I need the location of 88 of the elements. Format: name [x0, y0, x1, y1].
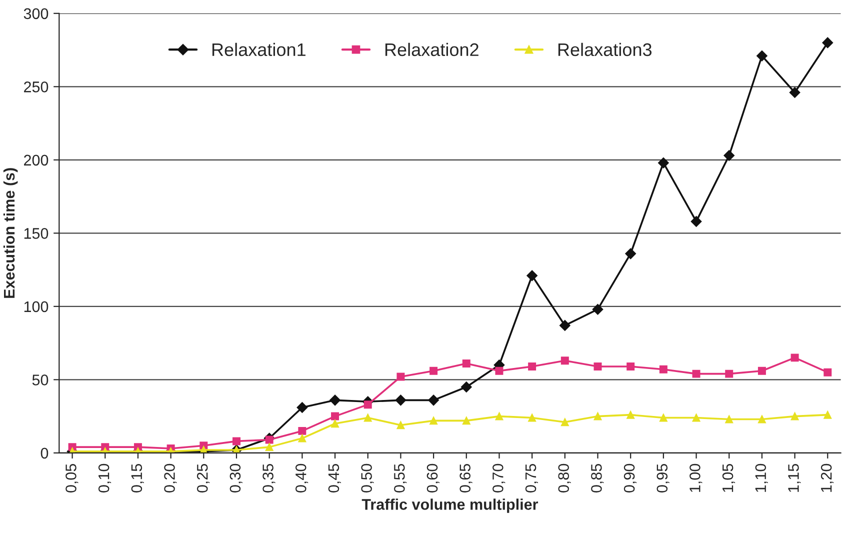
x-tick-label: 0,75	[525, 464, 538, 492]
point	[296, 402, 308, 413]
point	[592, 304, 604, 315]
point	[725, 370, 734, 378]
x-tick-label: 0,90	[624, 464, 636, 492]
x-tick-label: 0,05	[66, 464, 78, 492]
point	[824, 410, 832, 419]
point	[430, 366, 438, 375]
point	[462, 416, 470, 425]
x-tick-label: 0,60	[426, 464, 440, 492]
point	[594, 362, 602, 370]
x-tick-label: 0,95	[656, 464, 670, 492]
point	[364, 414, 372, 422]
x-tick-label: 1,00	[690, 464, 702, 492]
point	[526, 270, 538, 282]
point	[298, 434, 306, 442]
x-tick-label: 0,55	[394, 464, 407, 492]
x-tick-label: 0,50	[361, 464, 374, 492]
point	[331, 412, 340, 420]
point	[725, 415, 734, 424]
point	[495, 412, 504, 420]
point	[364, 400, 372, 409]
point	[758, 415, 766, 424]
point	[298, 426, 306, 435]
x-tick-label: 0,25	[196, 464, 210, 492]
x-tick-label: 1,20	[820, 464, 834, 492]
y-tick-label: 200	[24, 154, 48, 166]
point	[724, 150, 735, 161]
x-tick-label: 0,10	[98, 464, 112, 492]
x-tick-label: 0,85	[591, 464, 604, 492]
point	[790, 354, 799, 362]
x-tick-label: 0,65	[460, 464, 472, 492]
y-axis-title: Execution time (s)	[3, 168, 18, 298]
point	[331, 420, 340, 428]
point	[495, 366, 504, 375]
point	[758, 366, 766, 375]
point	[462, 360, 470, 368]
point	[789, 87, 800, 98]
point	[692, 370, 700, 378]
point	[659, 365, 668, 374]
x-tick-label: 0,45	[328, 464, 341, 492]
point	[559, 320, 570, 331]
point	[626, 410, 635, 419]
point	[756, 50, 768, 62]
point	[528, 362, 536, 370]
x-tick-label: 0,15	[131, 464, 144, 492]
point	[396, 421, 405, 430]
point	[528, 414, 536, 422]
x-tick-label: 1,15	[788, 464, 801, 492]
point	[430, 416, 438, 425]
x-tick-label: 0,70	[492, 464, 506, 492]
point	[330, 394, 340, 406]
legend-label: Relaxation1	[212, 42, 306, 56]
point	[692, 414, 700, 422]
x-tick-label: 0,30	[230, 464, 242, 492]
point	[232, 437, 240, 446]
point	[625, 248, 636, 260]
point	[790, 412, 799, 420]
x-tick-label: 0,40	[295, 464, 308, 492]
y-tick-label: 100	[24, 301, 48, 312]
point	[659, 414, 668, 422]
y-tick-label: 0	[40, 448, 48, 459]
legend-label: Relaxation3	[558, 42, 652, 56]
x-tick-label: 1,10	[755, 464, 768, 492]
point	[428, 394, 439, 406]
point	[824, 368, 832, 376]
point	[460, 382, 472, 392]
x-axis-title: Traffic volume multiplier	[362, 498, 538, 513]
point	[560, 418, 569, 426]
y-tick-label: 50	[32, 374, 48, 386]
x-tick-label: 1,05	[722, 464, 736, 492]
point	[395, 394, 406, 406]
x-tick-label: 0,20	[164, 464, 177, 492]
point	[265, 443, 274, 452]
x-tick-label: 0,35	[262, 464, 276, 492]
y-tick-label: 300	[24, 8, 48, 20]
y-tick-label: 250	[24, 82, 48, 92]
point	[690, 216, 702, 227]
y-tick-label: 150	[24, 228, 48, 239]
point	[626, 362, 635, 370]
point	[265, 436, 274, 444]
legend-label: Relaxation2	[385, 42, 478, 56]
point	[658, 157, 669, 168]
point	[822, 37, 834, 48]
point	[594, 412, 602, 420]
point	[396, 372, 405, 381]
x-tick-label: 0,80	[558, 464, 571, 492]
point	[560, 356, 569, 365]
